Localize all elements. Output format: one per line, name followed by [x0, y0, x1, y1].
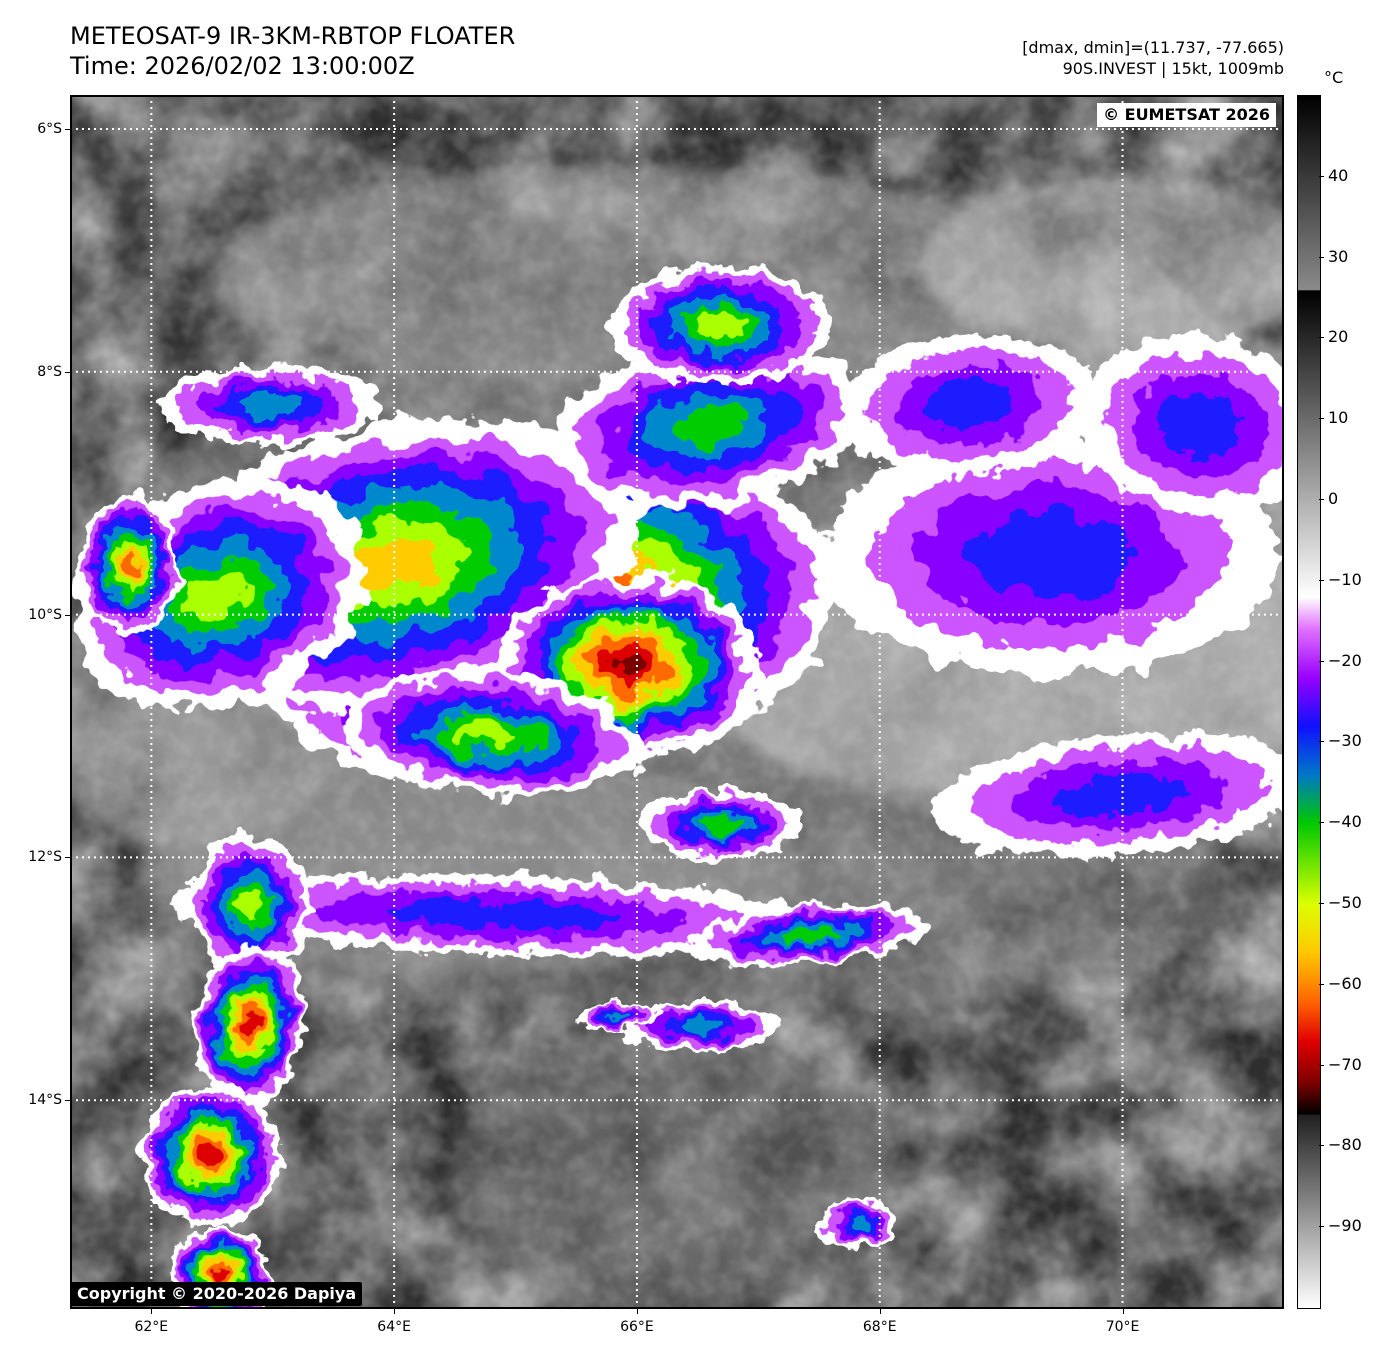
colorbar-tick-mark — [1319, 1226, 1324, 1228]
lat-tick-mark — [65, 371, 70, 373]
colorbar-tick-mark — [1319, 499, 1324, 500]
lat-tick-mark — [65, 128, 70, 130]
chart-title: METEOSAT-9 IR-3KM-RBTOP FLOATER — [70, 22, 516, 50]
colorbar-tick-mark — [1319, 983, 1324, 985]
chart-time: Time: 2026/02/02 13:00:00Z — [70, 52, 415, 80]
grid-lines — [70, 95, 1284, 1309]
data-range-label: [dmax, dmin]=(11.737, -77.665) — [1022, 38, 1284, 57]
lat-tick-label: 8°S — [37, 363, 62, 380]
lon-tick-mark — [636, 1309, 638, 1314]
colorbar-tick-label: −40 — [1328, 812, 1362, 832]
lat-tick-label: 12°S — [28, 849, 62, 866]
colorbar-tick-mark — [1319, 903, 1324, 904]
colorbar-tick-label: 30 — [1328, 246, 1349, 266]
colorbar-tick-mark — [1319, 822, 1324, 824]
colorbar-tick-label: 40 — [1328, 165, 1349, 185]
colorbar-tick-label: −90 — [1328, 1216, 1362, 1236]
colorbar-tick-label: −50 — [1328, 893, 1362, 912]
lat-tick-label: 6°S — [37, 120, 62, 137]
copyright-watermark: Copyright © 2020-2026 Dapiya — [71, 1282, 363, 1306]
lat-tick-mark — [65, 857, 70, 859]
storm-info-label: 90S.INVEST | 15kt, 1009mb — [1062, 59, 1284, 78]
colorbar — [1297, 95, 1321, 1309]
colorbar-tick-label: 20 — [1328, 327, 1349, 347]
colorbar-tick-label: −10 — [1328, 569, 1362, 589]
lat-tick-label: 10°S — [28, 606, 62, 623]
convective-clouds — [74, 265, 1284, 1309]
lon-tick-mark — [879, 1309, 881, 1314]
satellite-map[interactable] — [70, 95, 1284, 1309]
colorbar-tick-mark — [1319, 418, 1324, 420]
colorbar-tick-label: −80 — [1328, 1135, 1362, 1155]
colorbar-tick-mark — [1319, 1145, 1324, 1147]
colorbar-tick-label: −30 — [1328, 731, 1362, 751]
colorbar-tick-mark — [1319, 660, 1324, 662]
lon-tick-label: 68°E — [862, 1319, 897, 1335]
lat-tick-label: 14°S — [28, 1092, 62, 1109]
lon-tick-label: 70°E — [1105, 1319, 1140, 1335]
colorbar-tick-mark — [1319, 1064, 1324, 1066]
colorbar-tick-mark — [1319, 175, 1324, 177]
satellite-imagery — [70, 95, 1284, 1309]
colorbar-unit: °C — [1324, 68, 1344, 87]
colorbar-tick-label: −70 — [1328, 1054, 1362, 1074]
lat-tick-mark — [65, 614, 70, 616]
colorbar-tick-mark — [1319, 741, 1324, 743]
lon-tick-mark — [1122, 1309, 1124, 1314]
lat-tick-mark — [65, 1100, 70, 1102]
lon-tick-label: 66°E — [620, 1319, 654, 1335]
colorbar-tick-label: 10 — [1328, 408, 1349, 428]
colorbar-tick-label: 0 — [1328, 489, 1339, 508]
colorbar-tick-mark — [1319, 337, 1324, 339]
lon-tick-mark — [151, 1309, 153, 1314]
colorbar-tick-mark — [1319, 256, 1324, 258]
colorbar-tick-label: −60 — [1328, 973, 1362, 993]
colorbar-tick-mark — [1319, 579, 1324, 581]
lon-tick-mark — [394, 1309, 396, 1314]
eumetsat-watermark: © EUMETSAT 2026 — [1097, 103, 1276, 127]
lon-tick-label: 62°E — [134, 1319, 169, 1335]
colorbar-tick-label: −20 — [1328, 650, 1362, 670]
lon-tick-label: 64°E — [377, 1319, 411, 1335]
